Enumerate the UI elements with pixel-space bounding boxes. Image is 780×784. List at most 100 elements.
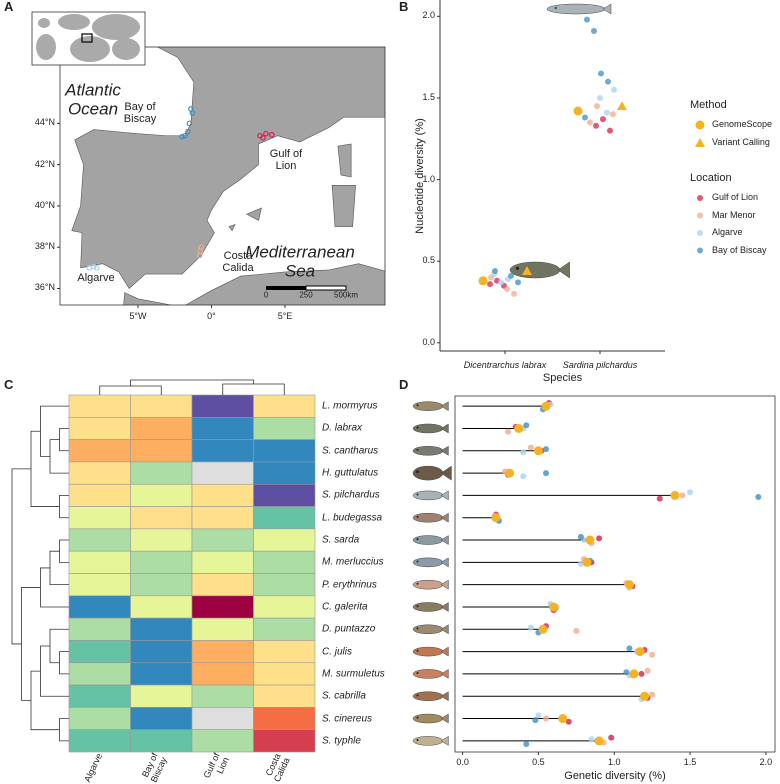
- heatmap-cell: [68, 707, 131, 730]
- legend-label: Variant Calling: [712, 137, 770, 148]
- mean-point: [514, 423, 524, 433]
- x-axis-label: Species: [542, 371, 583, 384]
- x-tick-label: 5°E: [277, 311, 293, 322]
- dendrogram: [222, 383, 285, 395]
- heatmap-cell: [130, 417, 193, 440]
- location-point: [504, 285, 510, 292]
- location-point: [600, 116, 606, 123]
- mean-point: [538, 624, 548, 634]
- map-label: Algarve: [77, 271, 115, 284]
- location-point: [644, 667, 651, 674]
- heatmap-cell: [253, 550, 316, 574]
- x-tick-label: Sardina pilchardus: [562, 360, 638, 371]
- heatmap-cell: [191, 550, 254, 574]
- location-point: [594, 103, 600, 110]
- legend-label: Algarve: [712, 227, 743, 238]
- fish-icon: [416, 627, 419, 630]
- inset-land: [36, 34, 56, 60]
- sampling-site: [198, 244, 204, 251]
- heatmap-cell: [68, 550, 131, 574]
- heatmap-cell: [191, 729, 254, 753]
- dendrogram: [40, 405, 69, 457]
- legend-label: Gulf of Lion: [712, 192, 759, 203]
- fish-icon: [602, 3, 612, 15]
- sampling-site: [93, 265, 100, 271]
- heatmap-cell: [68, 417, 131, 440]
- location-point: [610, 111, 616, 118]
- heatmap-cell: [130, 640, 193, 664]
- dendrogram: [59, 428, 69, 452]
- mean-point: [549, 602, 559, 612]
- dendrogram: [30, 670, 60, 731]
- sampling-site: [263, 130, 269, 137]
- map-label: Bay of Biscay: [123, 100, 157, 125]
- sampling-site: [186, 120, 193, 127]
- location-point: [656, 495, 663, 502]
- heatmap-cell: [130, 595, 193, 619]
- method-point: [617, 101, 627, 111]
- heatmap-cell: [68, 461, 131, 485]
- fish-icon: [416, 605, 419, 608]
- row-label: C. julis: [322, 646, 353, 658]
- location-point: [611, 86, 617, 93]
- heatmap-cell: [253, 595, 316, 619]
- heatmap-cell: [68, 640, 131, 664]
- location-point: [687, 489, 694, 496]
- y-tick-label: 1.5: [422, 92, 435, 103]
- mean-point: [585, 535, 595, 545]
- heatmap-cell: [68, 729, 131, 753]
- legend-label: Bay of Biscay: [712, 244, 767, 255]
- land: [331, 184, 356, 227]
- legend-symbol: [695, 138, 705, 147]
- mean-point: [670, 490, 680, 500]
- location-point: [523, 422, 530, 429]
- fish-icon: [416, 694, 419, 697]
- location-point: [542, 470, 549, 477]
- location-point: [508, 272, 514, 279]
- row-label: D. puntazzo: [322, 623, 376, 635]
- x-tick-label: Dicentrarchus labrax: [463, 360, 547, 371]
- heatmap-cell: [130, 550, 193, 574]
- map-frame: [59, 46, 386, 306]
- x-tick-label: 1.5: [683, 757, 697, 768]
- heatmap-cell: [68, 506, 131, 530]
- map-label: Costa Calida: [222, 249, 254, 275]
- y-tick-label: 2.0: [422, 10, 435, 21]
- sampling-site: [179, 133, 185, 140]
- heatmap-cell: [68, 595, 131, 619]
- x-axis-label: Genetic diversity (%): [564, 769, 666, 782]
- heatmap-cell: [130, 617, 193, 641]
- legend-symbol: [697, 247, 703, 254]
- row-label: M. merluccius: [322, 556, 384, 568]
- scale-label: 0: [263, 290, 269, 300]
- heatmap-cell: [253, 417, 316, 440]
- location-point: [604, 109, 610, 116]
- sampling-site: [268, 131, 275, 138]
- sampling-site: [91, 264, 97, 270]
- dendrogram: [30, 430, 60, 507]
- row-label: S. pilchardus: [322, 489, 380, 501]
- y-tick-label: 44°N: [34, 117, 55, 128]
- heatmap-cell: [191, 662, 254, 686]
- location-point: [587, 119, 593, 126]
- fish-icon: [416, 582, 419, 585]
- heatmap-cell: [253, 707, 316, 730]
- heatmap-cell: [191, 528, 254, 552]
- heatmap-cell: [68, 573, 131, 597]
- inset-land: [92, 14, 140, 40]
- location-point: [542, 446, 549, 453]
- row-label: S. cinereus: [322, 713, 373, 725]
- mean-point: [491, 513, 501, 523]
- fish-icon: [416, 560, 419, 563]
- land: [337, 143, 352, 178]
- fish-icon: [440, 465, 452, 481]
- row-label: S. cantharus: [322, 445, 379, 457]
- heatmap-cell: [253, 394, 316, 418]
- row-label: C. galerita: [322, 601, 368, 613]
- land: [246, 207, 262, 221]
- heatmap-cell: [68, 439, 131, 463]
- location-point: [520, 449, 527, 456]
- dendrogram: [59, 495, 69, 519]
- heatmap-cell: [253, 506, 316, 530]
- inset-land: [112, 38, 140, 60]
